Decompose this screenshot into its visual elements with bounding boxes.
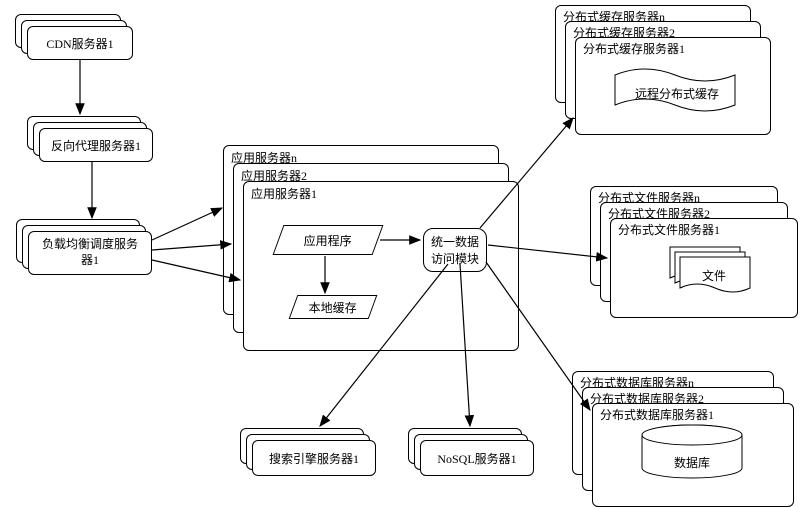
nosql-stack: NoSQL服务器1: [408, 428, 534, 476]
dist-db-stack: 分布式数据库服务器n 分布式数据库服务器2 分布式数据库服务器1 数据库: [572, 371, 794, 495]
db-label: 数据库: [674, 454, 710, 471]
edge-lb-app-1: [152, 208, 222, 240]
cdn-label: CDN服务器1: [46, 35, 113, 52]
local-cache-node: 本地缓存: [289, 295, 378, 319]
dist-file-1-label: 分布式文件服务器1: [618, 221, 720, 238]
reverse-proxy-stack: 反向代理服务器1: [27, 116, 153, 162]
reverse-proxy-label: 反向代理服务器1: [51, 137, 141, 154]
search-engine-stack: 搜索引擎服务器1: [240, 428, 376, 476]
data-access-module: 统一数据 访问模块: [423, 228, 487, 272]
search-label: 搜索引擎服务器1: [269, 450, 359, 467]
dist-db-1-label: 分布式数据库服务器1: [600, 406, 714, 423]
dist-cache-1-label: 分布式缓存服务器1: [583, 40, 685, 57]
dist-cache-stack: 分布式缓存服务器n 分布式缓存服务器2 分布式缓存服务器1 远程分布式缓存: [555, 5, 771, 123]
app-server-stack: 应用服务器n 应用服务器2 应用服务器1 应用程序 本地缓存 统一数据 访问模块: [223, 145, 519, 335]
nosql-label: NoSQL服务器1: [437, 450, 516, 467]
file-label: 文件: [702, 267, 726, 284]
app-program-node: 应用程序: [273, 225, 384, 255]
load-balancer-stack: 负载均衡调度服务 器1: [16, 219, 152, 275]
app-program-label: 应用程序: [279, 226, 377, 256]
remote-cache-text: 远程分布式缓存: [635, 85, 719, 102]
dist-file-stack: 分布式文件服务器n 分布式文件服务器2 分布式文件服务器1 文件: [590, 186, 798, 306]
app-server-1-label: 应用服务器1: [251, 185, 317, 202]
edge-lb-app-2: [152, 244, 231, 250]
load-balancer-label: 负载均衡调度服务 器1: [42, 237, 138, 268]
cdn-server-stack: CDN服务器1: [15, 14, 133, 60]
local-cache-label: 本地缓存: [294, 296, 372, 320]
